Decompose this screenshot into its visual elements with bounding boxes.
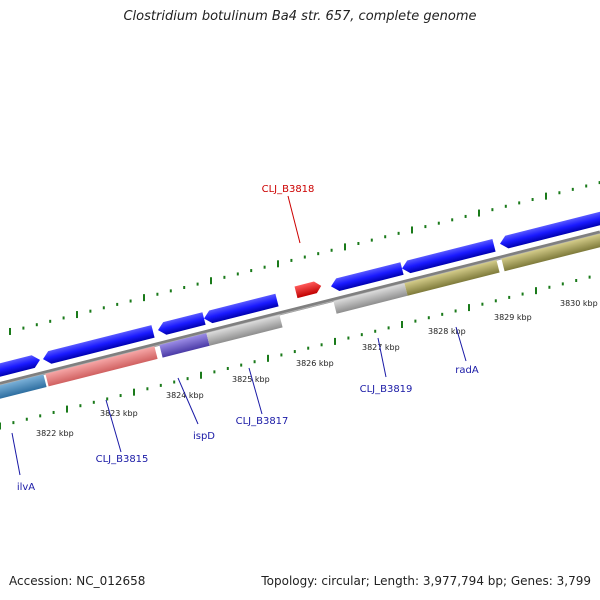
backbone-line xyxy=(0,230,600,386)
highlight-gene-group xyxy=(294,281,322,299)
genome-title: Clostridium botulinum Ba4 str. 657, comp… xyxy=(123,9,477,24)
scale-labels: 3822 kbp 3823 kbp 3824 kbp 3825 kbp 3826 kbp… xyxy=(36,299,598,438)
forward-cds xyxy=(204,293,279,324)
olive-feature-group xyxy=(501,229,600,272)
pink-feature-group xyxy=(45,346,158,387)
gene-label: ispD xyxy=(193,431,215,442)
scale-label: 3826 kbp xyxy=(296,359,334,368)
outer-tick-track xyxy=(9,181,600,335)
gene-label-leader xyxy=(248,367,263,415)
forward-cds xyxy=(0,355,40,382)
gene-label-leader xyxy=(177,377,199,425)
forward-cds-group xyxy=(402,238,496,274)
gray-feature-group xyxy=(206,314,283,346)
scale-label: 3827 kbp xyxy=(362,343,400,352)
steel-feature xyxy=(0,374,47,404)
scale-label: 3825 kbp xyxy=(232,375,270,384)
gene-label: radA xyxy=(455,365,479,376)
gene-label-leader xyxy=(287,195,301,244)
gene-label: CLJ_B3815 xyxy=(96,454,149,465)
olive-feature-group xyxy=(404,259,500,296)
forward-cds-group xyxy=(43,325,155,364)
olive-feature xyxy=(404,259,500,296)
genome-backbone xyxy=(0,230,600,386)
gene-label-leader xyxy=(105,399,122,453)
gray-feature xyxy=(333,283,408,314)
gene-label: CLJ_B3819 xyxy=(360,384,413,395)
gene-label: CLJ_B3818 xyxy=(262,184,315,195)
forward-cds xyxy=(500,207,600,249)
olive-feature xyxy=(501,229,600,272)
gene-label: ilvA xyxy=(17,482,35,493)
forward-cds-group xyxy=(158,312,206,335)
forward-cds xyxy=(402,238,496,274)
genome-summary-text: Topology: circular; Length: 3,977,794 bp… xyxy=(261,574,591,588)
gene-labels: CLJ_B3818 ilvA CLJ_B3815 ispD CLJ_B3817 CLJ_B… xyxy=(17,184,479,493)
purple-feature-group xyxy=(159,333,210,358)
backbone-highlight xyxy=(0,233,600,386)
gene-label-leaders xyxy=(11,195,467,476)
pink-feature xyxy=(45,346,158,387)
purple-feature xyxy=(159,333,210,358)
accession-text: Accession: NC_012658 xyxy=(9,574,146,588)
feature-track xyxy=(0,207,600,404)
forward-cds-group xyxy=(500,207,600,249)
scale-label: 3824 kbp xyxy=(166,391,204,400)
highlight-gene xyxy=(294,281,322,299)
forward-cds-group xyxy=(0,355,40,382)
gene-label-leader xyxy=(377,337,387,378)
gray-feature xyxy=(206,314,283,346)
gray-feature-group xyxy=(333,283,408,314)
scale-label: 3830 kbp xyxy=(560,299,598,308)
gene-label-leader xyxy=(455,326,467,362)
forward-cds-group xyxy=(331,262,404,292)
scale-label: 3829 kbp xyxy=(494,313,532,322)
gene-label: CLJ_B3817 xyxy=(236,416,289,427)
scale-label: 3828 kbp xyxy=(428,327,466,336)
forward-cds xyxy=(43,325,155,364)
scale-label: 3823 kbp xyxy=(100,409,138,418)
forward-cds xyxy=(158,312,206,335)
inner-tick-track xyxy=(0,275,591,430)
forward-cds xyxy=(331,262,404,292)
scale-label: 3822 kbp xyxy=(36,429,74,438)
steel-feature-group xyxy=(0,374,47,404)
forward-cds-group xyxy=(204,293,279,324)
gene-label-leader xyxy=(11,432,21,476)
